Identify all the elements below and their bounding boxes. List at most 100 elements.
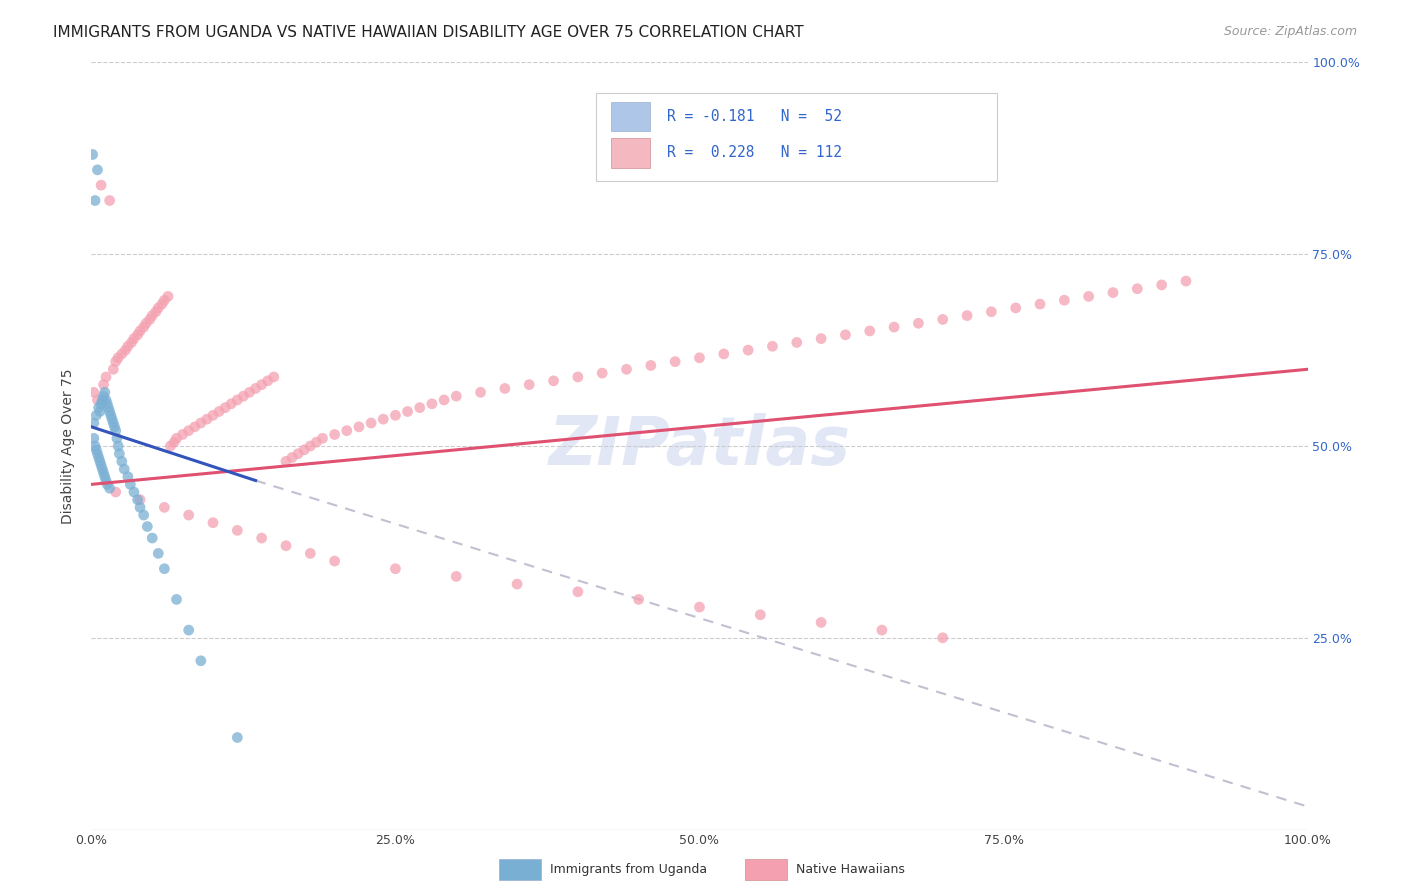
Point <box>136 519 159 533</box>
Point <box>250 531 273 545</box>
Point <box>86 162 108 177</box>
Point <box>105 431 128 445</box>
Point <box>94 370 117 384</box>
Point <box>101 412 124 426</box>
Point <box>111 347 134 361</box>
Point <box>141 309 163 323</box>
Point <box>86 447 108 461</box>
Bar <box>610 102 650 131</box>
Text: R =  0.228   N = 112: R = 0.228 N = 112 <box>666 145 842 161</box>
Point <box>931 631 953 645</box>
Point <box>737 343 759 358</box>
Point <box>567 584 589 599</box>
Point <box>931 312 953 326</box>
Point <box>433 392 456 407</box>
Point <box>226 524 249 538</box>
Point <box>299 439 322 453</box>
Point <box>145 304 167 318</box>
Point <box>1029 297 1052 311</box>
Point <box>311 431 333 445</box>
Point <box>688 351 710 365</box>
Point <box>238 385 260 400</box>
Point <box>292 442 315 457</box>
Point <box>202 516 225 530</box>
Bar <box>499 859 541 880</box>
Point <box>94 385 117 400</box>
Point <box>114 343 136 358</box>
Point <box>810 332 832 346</box>
Point <box>591 366 613 380</box>
Point <box>190 416 212 430</box>
Point <box>121 335 143 350</box>
Point <box>517 377 540 392</box>
Text: Native Hawaiians: Native Hawaiians <box>796 863 904 876</box>
Point <box>107 351 129 365</box>
Point <box>100 409 122 423</box>
Point <box>129 492 152 507</box>
Point <box>274 454 297 468</box>
Point <box>323 554 346 568</box>
Point <box>108 447 131 461</box>
Point <box>226 731 249 745</box>
Point <box>177 424 200 438</box>
Point <box>120 477 142 491</box>
Point <box>384 409 406 423</box>
Point <box>91 462 114 476</box>
Point <box>506 577 529 591</box>
Point <box>567 370 589 384</box>
Point <box>543 374 565 388</box>
Point <box>1175 274 1198 288</box>
Point <box>786 335 808 350</box>
Point <box>336 424 359 438</box>
Point <box>883 320 905 334</box>
Point <box>166 431 188 445</box>
Point <box>89 454 111 468</box>
Point <box>256 374 278 388</box>
Point <box>129 324 152 338</box>
Point <box>93 389 115 403</box>
Point <box>859 324 882 338</box>
Point <box>132 508 155 522</box>
Point <box>1150 277 1173 292</box>
Point <box>98 404 121 418</box>
Point <box>409 401 432 415</box>
Point <box>94 474 117 488</box>
Point <box>1077 289 1099 303</box>
Point <box>93 377 115 392</box>
Point <box>93 466 115 480</box>
Point <box>159 439 181 453</box>
Point <box>163 435 186 450</box>
Point <box>287 447 309 461</box>
Point <box>117 339 139 353</box>
Bar <box>610 138 650 168</box>
Point <box>104 354 127 368</box>
Point <box>177 623 200 637</box>
Point <box>444 389 467 403</box>
Point <box>94 392 117 407</box>
Point <box>84 439 107 453</box>
Point <box>150 297 173 311</box>
Point <box>104 424 127 438</box>
Point <box>396 404 419 418</box>
Point <box>132 320 155 334</box>
Text: ZIPatlas: ZIPatlas <box>548 413 851 479</box>
Point <box>83 385 105 400</box>
Point <box>153 562 176 576</box>
Point <box>153 500 176 515</box>
Point <box>274 539 297 553</box>
Point <box>219 397 242 411</box>
Point <box>810 615 832 630</box>
Point <box>117 469 139 483</box>
Point <box>148 301 170 315</box>
Point <box>104 485 127 500</box>
Text: Source: ZipAtlas.com: Source: ZipAtlas.com <box>1223 25 1357 38</box>
Point <box>616 362 638 376</box>
Point <box>112 462 135 476</box>
Point <box>91 392 114 407</box>
Point <box>761 339 783 353</box>
Point <box>82 147 104 161</box>
Y-axis label: Disability Age Over 75: Disability Age Over 75 <box>62 368 76 524</box>
Point <box>84 409 107 423</box>
FancyBboxPatch shape <box>596 93 997 181</box>
Point <box>956 309 979 323</box>
